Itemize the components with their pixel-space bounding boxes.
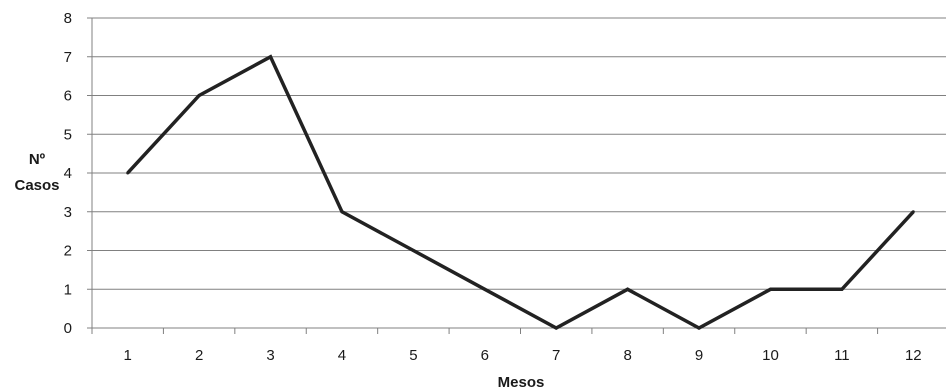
x-tick-label: 8 <box>623 347 631 364</box>
data-point <box>126 171 130 175</box>
y-tick-label: 3 <box>64 204 72 221</box>
x-tick-label: 2 <box>195 347 203 364</box>
data-point <box>840 287 844 291</box>
series-line <box>126 54 915 330</box>
x-tick-label: 9 <box>695 347 703 364</box>
x-tick-label: 6 <box>481 347 489 364</box>
data-point <box>411 249 415 252</box>
data-point <box>626 287 630 291</box>
data-point <box>911 210 915 214</box>
y-tick-label: 2 <box>64 243 72 260</box>
y-tick-label: 4 <box>64 165 72 182</box>
y-tick-label: 7 <box>64 49 72 66</box>
y-axis-title-line-2: Casos <box>14 177 59 194</box>
data-point <box>697 326 701 330</box>
gridlines <box>92 17 946 290</box>
x-tick-label: 5 <box>409 347 417 364</box>
y-tick-label: 5 <box>64 126 72 143</box>
data-point <box>483 287 487 291</box>
x-tick-label: 3 <box>266 347 274 364</box>
data-point <box>554 326 558 330</box>
data-point <box>269 55 273 59</box>
y-axis-title-line-1: Nº <box>29 151 46 168</box>
x-axis-title: Mesos <box>498 374 545 391</box>
series-layer <box>126 54 915 330</box>
x-tick-label: 1 <box>124 347 132 364</box>
x-tick-label: 4 <box>338 347 346 364</box>
y-tick-label: 8 <box>64 10 72 27</box>
y-tick-label: 1 <box>64 281 72 298</box>
data-point <box>768 287 772 291</box>
data-point <box>340 210 344 214</box>
x-tick-label: 12 <box>905 347 922 364</box>
y-tick-label: 6 <box>64 88 72 105</box>
x-tick-label: 10 <box>762 347 779 364</box>
y-tick-label: 0 <box>64 320 72 337</box>
x-tick-label: 11 <box>834 347 850 364</box>
axes <box>87 17 946 334</box>
data-point <box>197 94 201 97</box>
x-tick-label: 7 <box>552 347 560 364</box>
